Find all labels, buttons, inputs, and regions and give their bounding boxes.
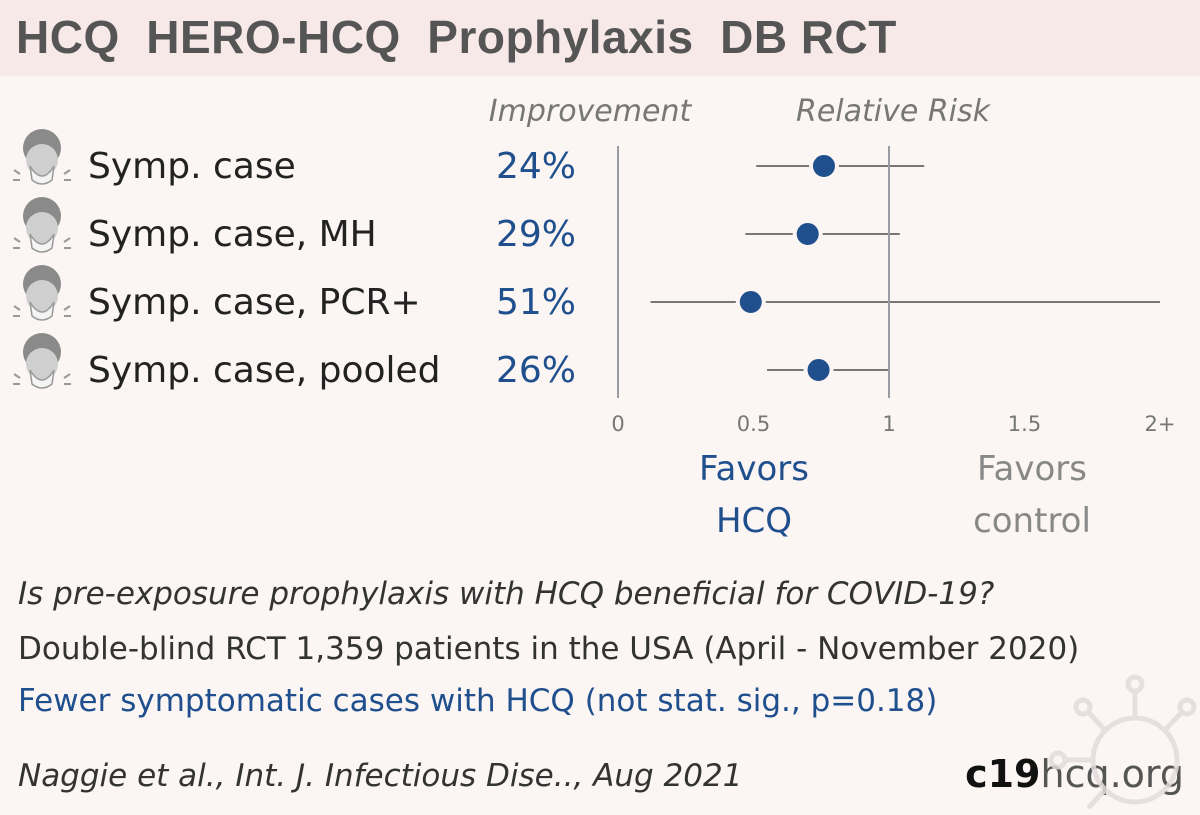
x-tick-label: 0.5	[737, 412, 770, 436]
forest-plot: Improvement Relative Risk Symp. case 24%S…	[13, 94, 1175, 541]
virus-icon	[1048, 674, 1197, 810]
title-bar	[0, 0, 1200, 76]
study-conclusion: Fewer symptomatic cases with HCQ (not st…	[18, 683, 938, 719]
point-estimate	[735, 287, 766, 317]
row-label: Symp. case, pooled	[88, 350, 441, 391]
improvement-value: 24%	[496, 146, 576, 187]
icon-spray	[13, 169, 21, 175]
icon-tissue	[29, 165, 55, 185]
icon-face	[26, 280, 58, 312]
icon-spray	[13, 373, 21, 379]
favors-hcq-label: HCQ	[716, 501, 792, 541]
forest-axes: 0 0.5 1 1.5 2+	[611, 146, 1175, 436]
favors-labels: Favors HCQ Favors control	[699, 449, 1091, 541]
favors-control-label: Favors	[977, 449, 1087, 489]
study-question: Is pre-exposure prophylaxis with HCQ ben…	[18, 576, 995, 612]
favors-hcq-label: Favors	[699, 449, 809, 489]
study-design: Double-blind RCT 1,359 patients in the U…	[18, 631, 1080, 667]
improvement-header: Improvement	[489, 94, 693, 129]
row-label: Symp. case, PCR+	[88, 282, 421, 323]
point-estimate	[803, 355, 834, 385]
sneezing-face-icon	[13, 129, 71, 185]
row-label: Symp. case	[88, 146, 296, 187]
forest-row: Symp. case, PCR+ 51%	[13, 265, 1160, 323]
favors-control-label: control	[973, 501, 1091, 541]
icon-spray	[63, 237, 71, 243]
forest-row: Symp. case, pooled 26%	[13, 333, 889, 391]
point-estimate	[792, 219, 823, 249]
x-tick-label: 0	[611, 412, 624, 436]
forest-rows: Symp. case 24%Symp. case, MH 29%Symp. case…	[13, 129, 1160, 391]
icon-spray	[63, 169, 71, 175]
forest-row: Symp. case 24%	[13, 129, 925, 187]
improvement-value: 51%	[496, 282, 576, 323]
improvement-value: 26%	[496, 350, 576, 391]
icon-face	[26, 348, 58, 380]
icon-face	[26, 144, 58, 176]
icon-spray	[63, 373, 71, 379]
icon-spray	[13, 305, 21, 311]
page-title: HCQ HERO-HCQ Prophylaxis DB RCT	[16, 11, 897, 63]
icon-tissue	[29, 233, 55, 253]
improvement-value: 29%	[496, 214, 576, 255]
icon-spray	[13, 237, 21, 243]
forest-row: Symp. case, MH 29%	[13, 197, 900, 255]
icon-tissue	[29, 369, 55, 389]
sneezing-face-icon	[13, 333, 71, 389]
sneezing-face-icon	[13, 265, 71, 321]
x-tick-label: 1.5	[1008, 412, 1041, 436]
x-tick-label: 1	[882, 412, 895, 436]
row-label: Symp. case, MH	[88, 214, 377, 255]
icon-face	[26, 212, 58, 244]
icon-tissue	[29, 301, 55, 321]
point-estimate	[808, 151, 839, 181]
brand-bold: c19	[965, 752, 1041, 796]
sneezing-face-icon	[13, 197, 71, 253]
relative-risk-header: Relative Risk	[796, 94, 992, 129]
x-tick-label: 2+	[1145, 412, 1176, 436]
icon-spray	[63, 305, 71, 311]
citation: Naggie et al., Int. J. Infectious Dise..…	[18, 758, 743, 794]
